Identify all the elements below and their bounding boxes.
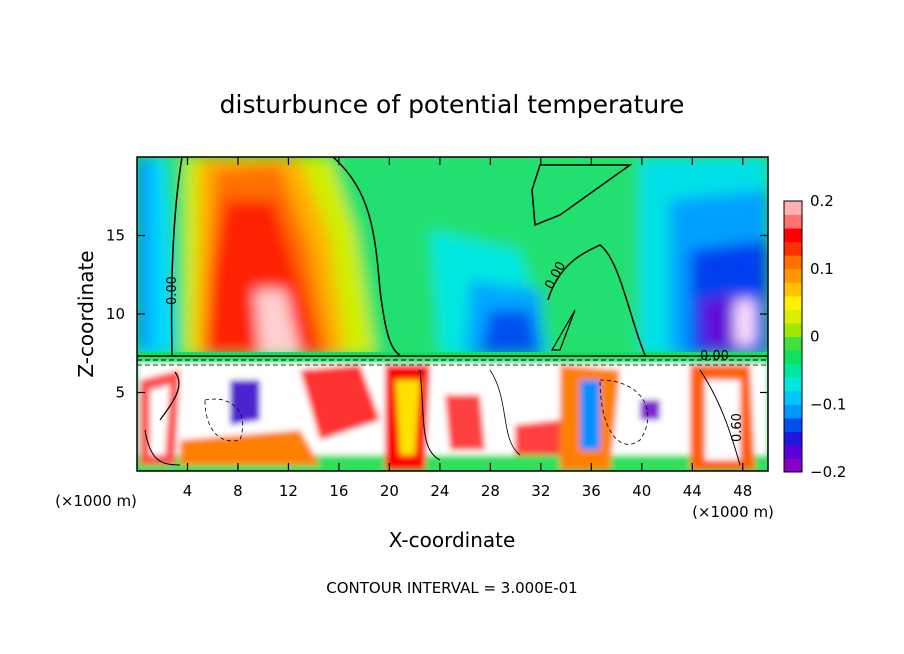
colorbar-swatch [784,431,802,446]
x-axis-label: X-coordinate [389,528,516,552]
x-tick-label: 24 [430,482,449,500]
x-tick-label: 28 [481,482,500,500]
y-axis-label: Z-coordinate [74,250,98,377]
colorbar-swatch [784,377,802,392]
colorbar-tick-label: 0.1 [810,260,834,278]
colorbar-swatch [784,268,802,283]
lower-field [137,362,768,471]
colorbar: 0.2 0.1 0 −0.1 −0.2 [783,192,846,481]
x-unit-right: (×1000 m) [692,503,774,521]
x-tick-label: 40 [632,482,651,500]
colorbar-swatch [784,309,802,324]
colorbar-swatch [784,336,802,351]
x-tick-label: 36 [582,482,601,500]
x-axis: 4 8 12 16 20 24 28 32 36 40 44 48 [183,157,752,500]
colorbar-swatch [784,458,802,473]
colorbar-tick-label: 0.2 [810,192,834,210]
y-axis: 5 10 15 [106,227,768,402]
colorbar-frame [783,200,803,473]
x-tick-label: 20 [380,482,399,500]
colorbar-swatch [784,255,802,270]
colorbar-swatch [784,444,802,459]
colorbar-swatch [784,201,802,216]
contour-label: 0.60 [730,413,745,442]
upper-field [137,157,768,360]
colorbar-swatch [784,241,802,256]
colorbar-swatch [784,322,802,337]
x-tick-label: 12 [279,482,298,500]
colorbar-swatch [784,282,802,297]
x-tick-label: 8 [233,482,243,500]
x-tick-label: 4 [183,482,193,500]
colorbar-swatch [784,404,802,419]
x-tick-label: 16 [329,482,348,500]
colorbar-swatch [784,390,802,405]
x-tick-label: 48 [733,482,752,500]
colorbar-tick-label: −0.1 [810,395,846,413]
colorbar-swatch [784,214,802,229]
colorbar-tick-label: −0.2 [810,463,846,481]
contour-lines [137,157,768,466]
y-tick-label: 10 [106,305,125,323]
x-unit-left: (×1000 m) [55,492,137,510]
colorbar-tick-label: 0 [810,328,820,346]
x-tick-label: 44 [683,482,702,500]
colorbar-swatch [784,228,802,243]
x-tick-label: 32 [531,482,550,500]
colorbar-swatch [784,417,802,432]
colorbar-swatch [784,363,802,378]
chart-title: disturbunce of potential temperature [220,90,685,119]
y-tick-label: 5 [115,384,125,402]
contour-label: 0.00 [165,276,180,305]
contour-label: 0.00 [700,349,729,364]
y-tick-label: 15 [106,227,125,245]
footer-contour-interval: CONTOUR INTERVAL = 3.000E-01 [326,579,577,597]
colorbar-swatch [784,295,802,310]
plot-area: 0.00 0.00 0.00 0.60 [137,157,768,471]
colorbar-swatch [784,350,802,365]
